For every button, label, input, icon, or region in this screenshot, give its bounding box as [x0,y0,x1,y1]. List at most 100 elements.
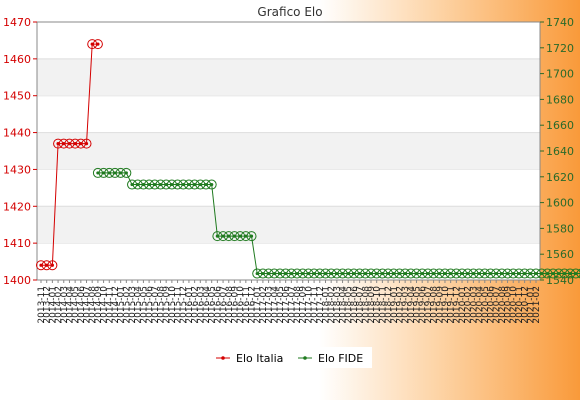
y-right-tick-label: 1600 [546,197,574,210]
data-point [81,138,92,149]
x-tick-label: 2016-04 [202,286,212,324]
x-tick-label: 2021-01 [526,286,536,324]
series-points [36,39,580,279]
x-tick-label: 2020-01 [458,286,468,324]
data-point [92,39,103,50]
x-tick-label: 2020-11 [515,286,525,324]
x-tick-label: 2017-06 [282,286,292,324]
x-tick-label: 2014-07 [83,286,93,324]
x-tick-label: 2020-03 [469,286,479,324]
y-left-tick-label: 1420 [3,200,31,213]
x-tick-label: 2017-04 [270,286,280,324]
x-tick-label: 2020-12 [521,286,531,324]
legend-label: Elo FIDE [318,352,363,365]
x-tick-label: 2014-11 [105,286,115,324]
data-point [121,167,132,178]
data-point [47,260,58,271]
x-tick-label: 2018-05 [344,286,354,324]
y-right-tick-label: 1540 [546,274,574,287]
x-tick-label: 2015-05 [139,286,149,324]
x-tick-label: 2019-07 [424,286,434,324]
y-left-tick-label: 1430 [3,163,31,176]
y-right-tick-label: 1620 [546,171,574,184]
data-point [576,268,580,279]
legend-marker [221,356,225,360]
x-tick-label: 2014-06 [77,286,87,324]
x-tick-label: 2014-08 [88,286,98,324]
x-tick-label: 2015-07 [151,286,161,324]
x-tick-label: 2018-10 [373,286,383,324]
chart-title: Grafico Elo [257,5,322,19]
y-left-tick-label: 1460 [3,53,31,66]
x-tick-label: 2018-03 [333,286,343,324]
legend-box [210,347,372,368]
x-tick-label: 2018-07 [356,286,366,324]
x-tick-label: 2017-10 [304,286,314,324]
y-left-tick-label: 1400 [3,274,31,287]
data-point [246,231,257,242]
x-tick-label: 2016-08 [225,286,235,324]
x-tick-label: 2014-05 [71,286,81,324]
grid-band [37,132,540,170]
x-tick-label: 2020-10 [509,286,519,324]
x-tick-label: 2019-01 [390,286,400,324]
x-axis-labels: 2013-112013-122014-012014-022014-032014-… [37,286,542,324]
x-tick-label: 2014-01 [48,286,58,324]
legend-marker [303,356,307,360]
x-tick-label: 2019-11 [447,286,457,324]
x-tick-label: 2020-06 [486,286,496,324]
x-tick-label: 2018-12 [384,286,394,324]
x-tick-label: 2014-03 [60,286,70,324]
x-tick-label: 2017-02 [259,286,269,324]
x-tick-label: 2019-08 [430,286,440,324]
y-left-tick-label: 1440 [3,127,31,140]
data-point-dot [124,171,128,175]
x-tick-label: 2014-02 [54,286,64,324]
legend: Elo Italia Elo FIDE [210,347,372,368]
y-right-tick-label: 1740 [546,16,574,29]
x-tick-label: 2020-09 [504,286,514,324]
x-tick-label: 2015-11 [174,286,184,324]
x-tick-label: 2016-01 [185,286,195,324]
y-left-tick-label: 1410 [3,237,31,250]
x-tick-label: 2016-03 [196,286,206,324]
x-tick-label: 2016-12 [248,286,258,324]
x-tick-label: 2015-02 [122,286,132,324]
data-point-dot [50,263,54,267]
legend-label: Elo Italia [236,352,283,365]
x-tick-label: 2017-09 [299,286,309,324]
x-tick-label: 2015-10 [168,286,178,324]
x-tick-label: 2020-08 [498,286,508,324]
x-tick-label: 2019-03 [401,286,411,324]
x-tick-label: 2020-05 [481,286,491,324]
x-tick-label: 2020-04 [475,286,485,324]
x-tick-label: 2016-09 [230,286,240,324]
x-tick-label: 2016-02 [191,286,201,324]
x-tick-label: 2019-09 [435,286,445,324]
data-point [206,179,217,190]
x-tick-label: 2019-06 [418,286,428,324]
x-tick-label: 2018-08 [361,286,371,324]
x-tick-label: 2013-11 [37,286,47,324]
x-tick-label: 2021-02 [532,286,542,324]
x-tick-label: 2019-05 [413,286,423,324]
x-tick-label: 2016-05 [208,286,218,324]
y-right-tick-label: 1720 [546,42,574,55]
y-right-tick-label: 1680 [546,93,574,106]
x-tick-label: 2018-01 [321,286,331,324]
x-tick-label: 2019-12 [452,286,462,324]
x-tick-label: 2015-08 [156,286,166,324]
y-right-tick-label: 1580 [546,222,574,235]
x-tick-label: 2018-09 [367,286,377,324]
x-tick-label: 2019-04 [407,286,417,324]
x-tick-label: 2018-06 [350,286,360,324]
x-tick-label: 2015-01 [117,286,127,324]
data-point-dot [96,42,100,46]
x-tick-label: 2015-09 [162,286,172,324]
x-tick-label: 2017-08 [293,286,303,324]
x-tick-label: 2016-07 [219,286,229,324]
y-right-tick-label: 1700 [546,68,574,81]
x-tick-label: 2018-11 [378,286,388,324]
